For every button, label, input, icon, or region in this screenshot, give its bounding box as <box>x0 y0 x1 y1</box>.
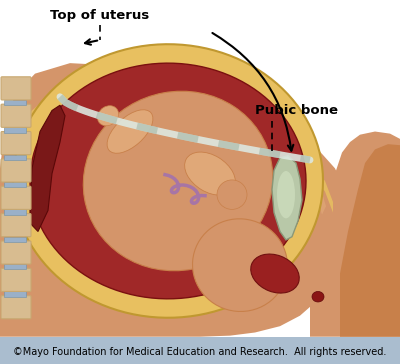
FancyBboxPatch shape <box>1 241 31 264</box>
Bar <box>4 127 26 132</box>
FancyBboxPatch shape <box>1 296 31 319</box>
Ellipse shape <box>83 91 273 271</box>
Ellipse shape <box>192 219 288 312</box>
FancyBboxPatch shape <box>1 159 31 182</box>
Bar <box>4 264 26 269</box>
Bar <box>4 209 26 215</box>
FancyBboxPatch shape <box>1 268 31 292</box>
Ellipse shape <box>98 106 118 126</box>
FancyBboxPatch shape <box>1 77 31 100</box>
FancyBboxPatch shape <box>1 214 31 237</box>
Polygon shape <box>13 44 323 318</box>
Ellipse shape <box>312 292 324 302</box>
Polygon shape <box>0 63 350 337</box>
Polygon shape <box>30 63 306 299</box>
Bar <box>4 182 26 187</box>
Text: Top of uterus: Top of uterus <box>50 9 150 22</box>
Ellipse shape <box>217 180 247 209</box>
Text: ©Mayo Foundation for Medical Education and Research.  All rights reserved.: ©Mayo Foundation for Medical Education a… <box>13 347 387 357</box>
Ellipse shape <box>277 171 295 218</box>
Polygon shape <box>272 156 302 240</box>
Bar <box>4 237 26 242</box>
FancyBboxPatch shape <box>1 104 31 127</box>
Bar <box>4 100 26 105</box>
Polygon shape <box>20 72 333 213</box>
Ellipse shape <box>251 254 299 293</box>
Polygon shape <box>30 105 65 232</box>
Polygon shape <box>340 144 400 337</box>
Ellipse shape <box>107 110 153 153</box>
Bar <box>4 155 26 160</box>
Polygon shape <box>310 131 400 337</box>
Ellipse shape <box>185 152 235 195</box>
Bar <box>4 292 26 297</box>
FancyBboxPatch shape <box>1 131 31 155</box>
Polygon shape <box>22 80 326 215</box>
Text: Pubic bone: Pubic bone <box>255 104 338 117</box>
FancyBboxPatch shape <box>1 186 31 209</box>
